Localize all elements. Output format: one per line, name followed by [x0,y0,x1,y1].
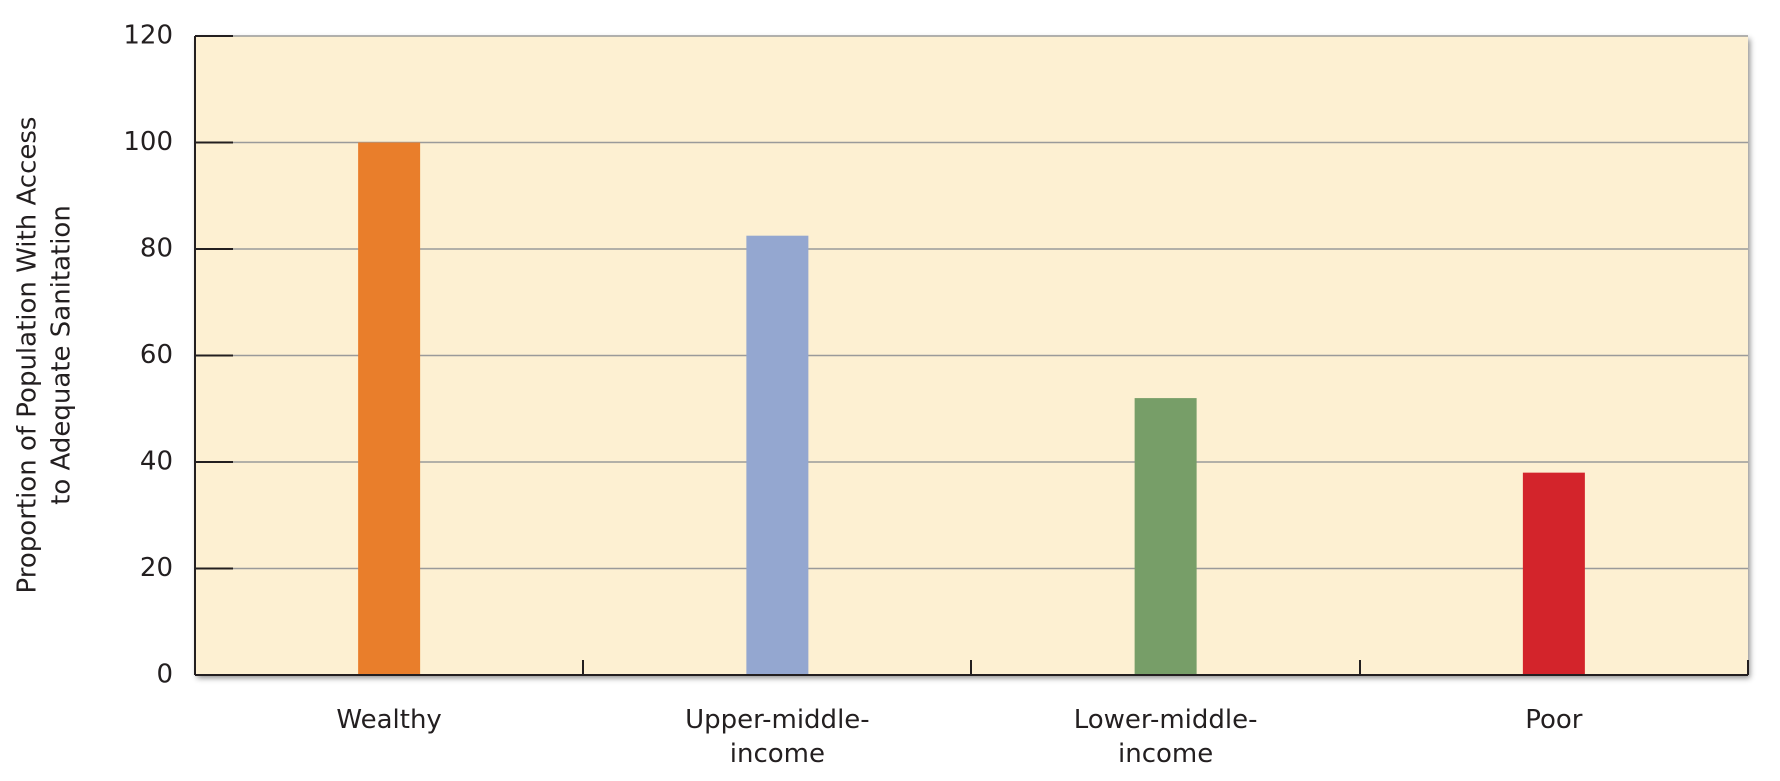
x-tick-label: Poor [1525,705,1583,735]
y-axis-label: Proportion of Population With Access [13,117,43,594]
bar [1522,472,1585,675]
x-tick-label: Wealthy [336,705,442,735]
y-tick-label: 100 [123,127,173,157]
x-tick-label: Upper-middle-income [685,705,870,769]
bar [358,142,421,675]
y-tick-label: 40 [140,447,173,477]
y-tick-label: 60 [140,340,173,370]
y-tick-label: 80 [140,234,173,264]
bar [1134,398,1197,675]
y-tick-label: 20 [140,553,173,583]
y-axis-label: to Adequate Sanitation [47,205,77,505]
bar [746,235,809,675]
x-tick-label: Lower-middle-income [1073,705,1258,769]
y-tick-label: 120 [123,21,173,51]
y-tick-label: 0 [156,660,173,690]
